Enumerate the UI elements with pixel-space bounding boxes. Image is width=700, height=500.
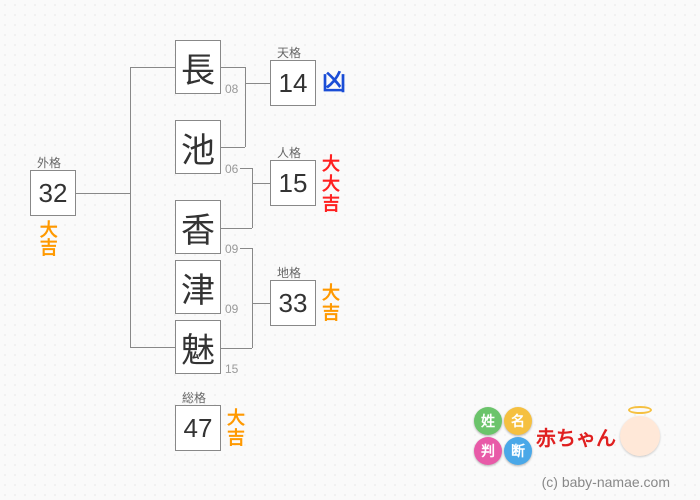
line	[130, 67, 175, 68]
soukaku-label: 総格	[182, 389, 206, 406]
tenkaku-fortune: 凶	[322, 70, 346, 96]
jinkaku-value: 15	[279, 168, 308, 199]
chikaku-label: 地格	[277, 264, 301, 281]
chikaku-value: 33	[279, 288, 308, 319]
strokes-3: 09	[225, 242, 238, 256]
name-char-2: 池	[175, 120, 221, 174]
strokes-4: 09	[225, 302, 238, 316]
jinkaku-label: 人格	[277, 144, 301, 161]
soukaku-value: 47	[184, 413, 213, 444]
logo-char-3: 判	[474, 437, 502, 465]
line	[221, 147, 245, 148]
tenkaku-box: 14	[270, 60, 316, 106]
copyright-text: (c) baby-namae.com	[542, 474, 670, 490]
line	[221, 67, 245, 68]
logo-char-1: 姓	[474, 407, 502, 435]
line	[221, 348, 252, 349]
line	[130, 347, 175, 348]
name-char-1: 長	[175, 40, 221, 94]
line	[240, 248, 252, 249]
soukaku-box: 47	[175, 405, 221, 451]
jinkaku-box: 15	[270, 160, 316, 206]
logo-red-text: 赤ちゃん	[536, 422, 616, 451]
gaikaku-fortune: 大吉	[37, 220, 57, 256]
line	[130, 67, 131, 347]
logo-char-2: 名	[504, 407, 532, 435]
chikaku-fortune: 大吉	[322, 284, 342, 324]
name-char-3: 香	[175, 200, 221, 254]
line	[245, 67, 246, 147]
line	[252, 168, 253, 228]
line	[240, 168, 252, 169]
line	[245, 83, 270, 84]
strokes-5: 15	[225, 362, 238, 376]
tenkaku-label: 天格	[277, 44, 301, 61]
strokes-2: 06	[225, 162, 238, 176]
gaikaku-value: 32	[39, 178, 68, 209]
tenkaku-value: 14	[279, 68, 308, 99]
line	[221, 228, 252, 229]
line	[252, 248, 253, 348]
site-logo: 姓 判 名 断 赤ちゃん	[474, 407, 660, 465]
line	[76, 193, 130, 194]
jinkaku-fortune: 大大吉	[322, 155, 342, 214]
soukaku-fortune: 大吉	[227, 409, 247, 449]
chikaku-box: 33	[270, 280, 316, 326]
seimei-diagram: 外格 32 大吉 長 08 池 06 香 09 津 09 魅 15 天格 14 …	[0, 0, 700, 500]
logo-char-4: 断	[504, 437, 532, 465]
name-char-5: 魅	[175, 320, 221, 374]
gaikaku-box: 32	[30, 170, 76, 216]
name-char-4: 津	[175, 260, 221, 314]
gaikaku-label: 外格	[37, 154, 61, 171]
line	[252, 303, 270, 304]
halo-icon	[628, 406, 652, 414]
baby-icon	[620, 416, 660, 456]
strokes-1: 08	[225, 82, 238, 96]
line	[252, 183, 270, 184]
